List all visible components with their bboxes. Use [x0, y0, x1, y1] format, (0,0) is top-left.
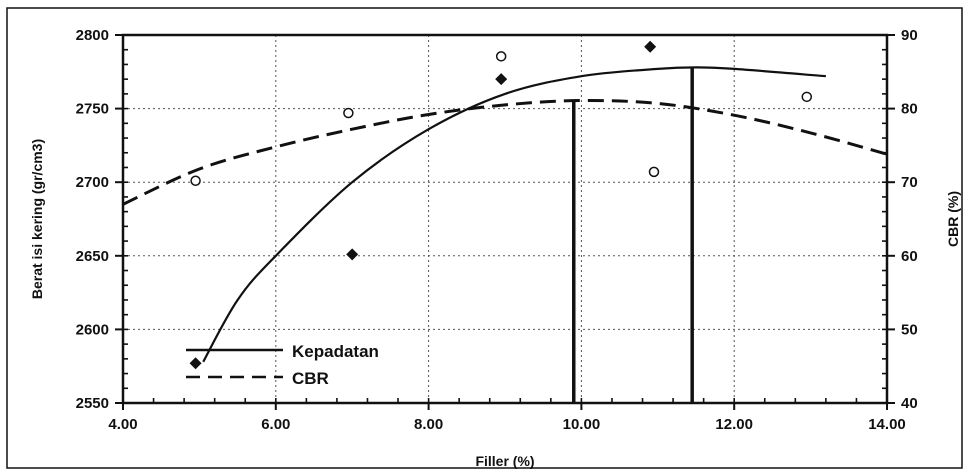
x-tick-label: 8.00	[414, 416, 443, 433]
optimum-lines	[572, 67, 694, 403]
right-y-tick-label: 80	[901, 101, 918, 118]
right-y-tick-label: 60	[901, 248, 918, 265]
left-y-tick-label: 2550	[76, 395, 109, 412]
outer-frame	[6, 7, 963, 469]
data-point-kepadatan	[189, 357, 202, 370]
data-point-cbr	[495, 51, 507, 62]
x-axis-title: Filler (%)	[475, 453, 534, 469]
right-y-tick-label: 50	[901, 321, 918, 338]
data-point-kepadatan	[495, 73, 508, 86]
data-point-kepadatan	[644, 40, 657, 53]
plot-area-border	[121, 33, 889, 405]
right-y-axis-title: CBR (%)	[945, 191, 961, 247]
left-y-tick-label: 2750	[76, 101, 109, 118]
x-tick-label: 6.00	[261, 416, 290, 433]
data-point-kepadatan	[346, 248, 359, 261]
x-tick-labels: 4.00 6.00 8.00 10.00 12.00 14.00	[108, 416, 905, 433]
data-point-cbr	[343, 107, 354, 119]
legend-label-cbr: CBR	[292, 369, 329, 388]
legend: Kepadatan CBR	[186, 342, 379, 388]
legend-label-kepadatan: Kepadatan	[292, 342, 379, 361]
curve-kepadatan	[202, 66, 826, 363]
left-y-axis-title: Berat isi kering (gr/cm3)	[29, 139, 45, 299]
left-y-tick-labels: 2550 2600 2650 2700 2750 2800	[76, 27, 109, 412]
curve-cbr	[122, 98, 888, 206]
axis-ticks	[115, 34, 895, 410]
markers	[189, 40, 813, 370]
x-tick-label: 10.00	[563, 416, 601, 433]
right-y-tick-label: 70	[901, 174, 918, 191]
x-tick-label: 4.00	[108, 416, 137, 433]
grid	[123, 35, 887, 403]
left-y-tick-label: 2700	[76, 174, 109, 191]
curves	[122, 66, 888, 363]
data-point-cbr	[648, 166, 660, 178]
right-y-tick-labels: 40 50 60 70 80 90	[901, 27, 918, 412]
left-y-tick-label: 2650	[76, 248, 109, 265]
left-y-tick-label: 2800	[76, 27, 109, 44]
right-y-tick-label: 90	[901, 27, 918, 44]
x-tick-label: 14.00	[868, 416, 906, 433]
left-y-tick-label: 2600	[76, 321, 109, 338]
data-point-cbr	[801, 91, 813, 103]
x-tick-label: 12.00	[715, 416, 753, 433]
right-y-tick-label: 40	[901, 395, 918, 412]
data-point-cbr	[190, 175, 201, 186]
